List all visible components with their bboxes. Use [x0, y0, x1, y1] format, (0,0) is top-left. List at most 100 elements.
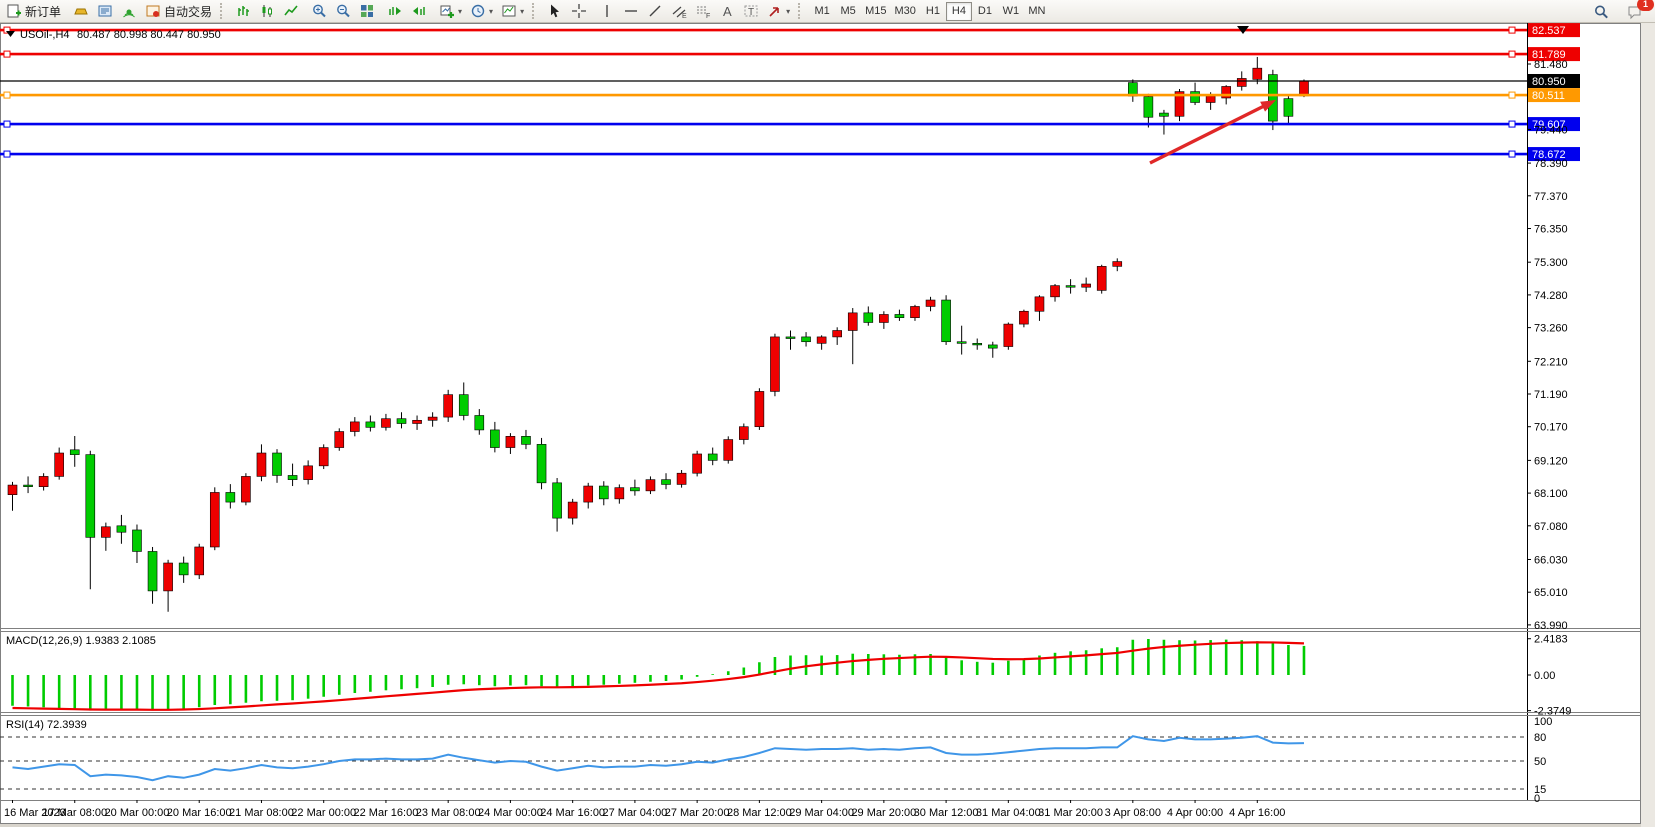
macd-signal-line [12, 641, 1305, 711]
candle-body [863, 312, 874, 323]
line-anchor[interactable] [1508, 150, 1516, 158]
candle-body [272, 452, 282, 476]
line-anchor[interactable] [1508, 120, 1516, 128]
search-button[interactable] [1589, 2, 1613, 22]
timeframe-mn-button[interactable]: MN [1024, 2, 1050, 21]
line-chart-button[interactable] [279, 1, 303, 21]
tile-windows-icon [361, 5, 374, 17]
time-axis-label: 17 Mar 08:00 [42, 807, 107, 819]
timeframe-h4-button[interactable]: H4 [945, 1, 972, 21]
time-axis-label: 31 Mar 20:00 [1038, 807, 1103, 819]
line-anchor[interactable] [3, 120, 11, 128]
vertical-line-button[interactable] [595, 1, 619, 21]
price-tick-label: 72.210 [1534, 356, 1568, 368]
price-tick-label: 68.100 [1534, 488, 1568, 500]
period-dropdown[interactable]: ▾ [466, 1, 497, 21]
new-chart-dropdown[interactable]: ▾ [435, 1, 466, 21]
price-tick-label: 67.080 [1534, 521, 1568, 533]
candle-body [365, 421, 376, 428]
candle-body [987, 344, 998, 349]
zoom-out-button[interactable] [331, 1, 355, 21]
candle-body [54, 452, 64, 477]
time-axis-label: 21 Mar 08:00 [229, 807, 294, 819]
text-icon: A [723, 4, 732, 19]
horizontal-line-icon [625, 10, 638, 12]
candle-body [458, 394, 469, 416]
candle-body [381, 418, 391, 428]
cursor-button[interactable] [543, 1, 567, 21]
price-badge-value: 82.537 [1532, 25, 1566, 37]
line-anchor[interactable] [3, 150, 11, 158]
tile-windows-button[interactable] [355, 1, 379, 21]
svg-text:T: T [748, 7, 754, 18]
gold-chart-button[interactable] [69, 1, 93, 21]
line-anchor[interactable] [3, 91, 11, 99]
toolbar-gripper[interactable] [220, 3, 227, 19]
timeframe-m15-button[interactable]: M15 [861, 2, 890, 21]
text-label-button[interactable]: T [739, 1, 763, 21]
candle-body [69, 449, 80, 455]
chevron-down-icon: ▾ [786, 6, 791, 16]
trendline-button[interactable] [643, 1, 667, 21]
candle-body [1003, 323, 1014, 347]
candle-body [707, 453, 718, 461]
timeframe-m30-button[interactable]: M30 [891, 2, 920, 21]
horizontal-line-button[interactable] [619, 1, 643, 21]
line-anchor[interactable] [1508, 50, 1516, 58]
timeframe-m1-button[interactable]: M1 [809, 2, 835, 21]
timeframe-w1-button[interactable]: W1 [998, 2, 1024, 21]
toolbar-gripper[interactable] [532, 3, 539, 19]
price-tick-label: 81.480 [1534, 59, 1568, 71]
text-button[interactable]: A [715, 1, 739, 21]
auto-scroll-button[interactable] [383, 1, 407, 21]
price-tick-label: 66.030 [1534, 554, 1568, 566]
price-badge [1528, 23, 1580, 38]
candle-body [754, 391, 765, 428]
market-watch-button[interactable] [93, 1, 117, 21]
signals-button[interactable] [117, 1, 141, 21]
new-order-icon [7, 4, 21, 18]
chart-shift-icon [413, 7, 425, 15]
rsi-scale-label: 15 [1534, 784, 1546, 796]
subwindow-collapse-icon[interactable] [6, 31, 15, 37]
timeframe-m5-button[interactable]: M5 [835, 2, 861, 21]
chart-shift-button[interactable] [407, 1, 431, 21]
candle-body [692, 453, 702, 474]
autotrading-button[interactable]: 自动交易 [141, 1, 216, 21]
new-order-button[interactable]: 新订单 [2, 1, 65, 21]
templates-dropdown[interactable]: ▾ [497, 1, 528, 21]
price-chart[interactable]: 82.537 81.789 80.950 80.511 79.607 78.672 81.4… [0, 23, 1655, 827]
candle-body [1143, 96, 1154, 118]
candle-body [816, 336, 827, 344]
toolbar: 新订单 自动交易 ▾ ▾ ▾ E F A T ▾ M1 M5 M15 M30 H1 H4 D1 W1 MN 1 [0, 0, 1655, 23]
line-anchor[interactable] [1508, 91, 1516, 99]
bar-chart-button[interactable] [231, 1, 255, 21]
candle-body [1050, 285, 1060, 298]
candle-body [1096, 266, 1107, 291]
equidistant-channel-button[interactable]: E [667, 1, 691, 21]
candle-body [147, 551, 158, 592]
timeframe-h1-button[interactable]: H1 [920, 2, 946, 21]
timeframe-d1-button[interactable]: D1 [972, 2, 998, 21]
candle-body [521, 436, 531, 445]
rsi-scale-label: 50 [1534, 756, 1546, 768]
candlestick-chart-button[interactable] [255, 1, 279, 21]
chart-window-border [0, 23, 1641, 824]
zoom-in-button[interactable] [307, 1, 331, 21]
fibonacci-button[interactable]: F [691, 1, 715, 21]
cursor-icon [551, 4, 560, 18]
crosshair-button[interactable] [567, 1, 591, 21]
line-anchor[interactable] [1508, 26, 1516, 34]
chart-shift-marker[interactable] [1237, 26, 1249, 34]
candle-body [770, 336, 780, 392]
candle-body [194, 546, 205, 576]
line-anchor[interactable] [3, 50, 11, 58]
line-anchor[interactable] [3, 26, 11, 34]
candle-body [614, 487, 625, 500]
crosshair-icon [572, 4, 587, 18]
candle-body [910, 306, 920, 318]
arrows-dropdown[interactable]: ▾ [763, 1, 794, 21]
toolbar-gripper[interactable] [798, 3, 805, 19]
trend-arrow-annotation[interactable] [1149, 102, 1268, 165]
time-axis-label: 29 Mar 04:00 [789, 807, 854, 819]
